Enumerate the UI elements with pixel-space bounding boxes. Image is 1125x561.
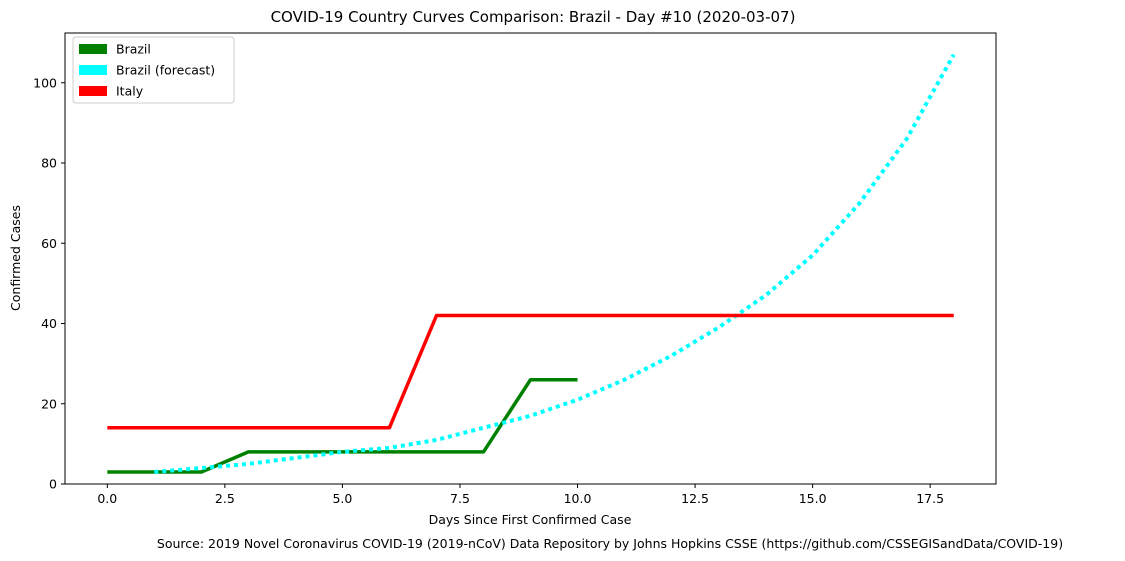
y-tick-label: 20	[41, 396, 57, 411]
y-tick-label: 80	[41, 156, 57, 171]
series-line-0	[107, 377, 578, 474]
legend-swatch-0	[79, 44, 107, 54]
x-axis-label: Days Since First Confirmed Case	[429, 512, 632, 527]
series-line-2	[107, 313, 954, 430]
y-tick-label: 0	[49, 477, 57, 492]
legend-label-1: Brazil (forecast)	[116, 63, 215, 78]
x-tick-label: 2.5	[215, 491, 235, 506]
y-tick-label: 40	[41, 316, 57, 331]
legend: Brazil Brazil (forecast) Italy	[72, 36, 235, 104]
source-annotation: Source: 2019 Novel Coronavirus COVID-19 …	[157, 536, 1063, 551]
series-line-1	[154, 53, 956, 474]
legend-swatch-2	[79, 86, 107, 96]
legend-label-0: Brazil	[116, 42, 151, 57]
x-tick-label: 10.0	[564, 491, 592, 506]
y-tick-label: 60	[41, 236, 57, 251]
y-axis-label: Confirmed Cases	[8, 205, 23, 311]
x-tick-label: 12.5	[681, 491, 709, 506]
x-tick-label: 0.0	[97, 491, 117, 506]
legend-box	[72, 36, 235, 104]
plot-area: 0.0 2.5 5.0 7.5 10.0 12.5 15.0 17.5 0 20 40 60 80 100…	[33, 32, 997, 506]
axes-frame	[64, 32, 997, 485]
legend-swatch-1	[79, 65, 107, 75]
x-tick-label: 5.0	[332, 491, 352, 506]
legend-label-2: Italy	[116, 84, 144, 99]
x-tick-label: 17.5	[916, 491, 944, 506]
chart-title: COVID-19 Country Curves Comparison: Braz…	[271, 8, 796, 26]
y-tick-label: 100	[33, 75, 57, 90]
x-tick-label: 7.5	[450, 491, 470, 506]
x-tick-label: 15.0	[799, 491, 827, 506]
